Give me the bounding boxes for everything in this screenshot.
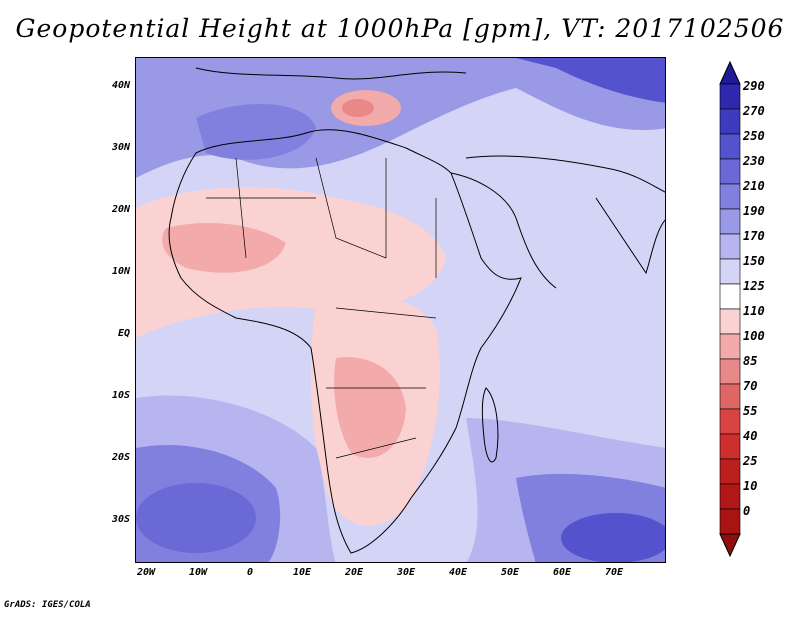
colorbar-label-110: 110 bbox=[743, 304, 765, 318]
field-sahel-low bbox=[162, 223, 286, 273]
colorbar-cell bbox=[719, 483, 741, 510]
india-coastline bbox=[595, 197, 665, 275]
colorbar-cell bbox=[719, 133, 741, 160]
colorbar-label-170: 170 bbox=[743, 229, 765, 243]
colorbar-label-150: 150 bbox=[743, 254, 765, 268]
europe-coastline bbox=[195, 67, 467, 80]
lon-label-50e: 50E bbox=[500, 567, 520, 578]
colorbar-label-190: 190 bbox=[743, 204, 765, 218]
colorbar-cell bbox=[719, 458, 741, 485]
lon-label-20w: 20W bbox=[136, 567, 156, 578]
colorbar-bottom-arrow bbox=[719, 533, 741, 558]
colorbar-label-85: 85 bbox=[743, 354, 758, 368]
colorbar-cell bbox=[719, 508, 741, 535]
colorbar-label-55: 55 bbox=[743, 404, 758, 418]
colorbar-label-40: 40 bbox=[743, 429, 758, 443]
colorbar-cell bbox=[719, 333, 741, 360]
colorbar-cell bbox=[719, 383, 741, 410]
colorbar-label-125: 125 bbox=[743, 279, 765, 293]
lat-label-30n: 30N bbox=[111, 142, 130, 153]
colorbar-cell bbox=[719, 433, 741, 460]
colorbar-cell bbox=[719, 283, 741, 310]
colorbar-top-arrow bbox=[719, 60, 741, 85]
field-mediterranean-low-core bbox=[342, 99, 374, 117]
lon-label-70e: 70E bbox=[604, 567, 624, 578]
colorbar-label-10: 10 bbox=[743, 479, 758, 493]
colorbar-cell bbox=[719, 83, 741, 110]
colorbar-label-0: 0 bbox=[743, 504, 751, 518]
asia-coastline bbox=[465, 155, 665, 193]
colorbar-cell bbox=[719, 208, 741, 235]
colorbar-cell bbox=[719, 183, 741, 210]
colorbar-cell bbox=[719, 108, 741, 135]
lat-label-20s: 20S bbox=[111, 452, 130, 463]
field-indian-ocean-core bbox=[561, 513, 665, 562]
colorbar-label-210: 210 bbox=[743, 179, 765, 193]
colorbar-label-100: 100 bbox=[743, 329, 765, 343]
colorbar-label-230: 230 bbox=[743, 154, 765, 168]
red-sea-coast bbox=[450, 172, 557, 289]
border-line bbox=[335, 307, 437, 319]
lat-label-40n: 40N bbox=[111, 80, 130, 91]
lon-label-30e: 30E bbox=[396, 567, 416, 578]
lat-label-10s: 10S bbox=[111, 390, 130, 401]
field-south-atlantic-core bbox=[136, 483, 256, 553]
colorbar bbox=[719, 60, 741, 558]
madagascar-coastline bbox=[481, 387, 499, 463]
map-plot-area bbox=[135, 57, 666, 563]
colorbar-cell bbox=[719, 358, 741, 385]
lon-label-0: 0 bbox=[246, 567, 254, 578]
colorbar-cell bbox=[719, 258, 741, 285]
lon-label-40e: 40E bbox=[448, 567, 468, 578]
colorbar-cell bbox=[719, 308, 741, 335]
africa-coastline bbox=[168, 129, 522, 554]
colorbar-cell bbox=[719, 158, 741, 185]
map-title: Geopotential Height at 1000hPa [gpm], VT… bbox=[15, 14, 785, 43]
lat-label-30s: 30S bbox=[111, 514, 130, 525]
colorbar-label-270: 270 bbox=[743, 104, 765, 118]
country-borders bbox=[206, 157, 437, 459]
lat-label-eq: EQ bbox=[117, 328, 130, 339]
colorbar-label-250: 250 bbox=[743, 129, 765, 143]
grads-credit: GrADS: IGES/COLA bbox=[4, 600, 91, 610]
border-line bbox=[335, 437, 417, 459]
field-southern-africa-low bbox=[334, 357, 406, 458]
border-line bbox=[235, 157, 247, 259]
lat-label-10n: 10N bbox=[111, 266, 130, 277]
colorbar-cell bbox=[719, 233, 741, 260]
lat-label-20n: 20N bbox=[111, 204, 130, 215]
border-line bbox=[315, 157, 387, 259]
geopotential-map bbox=[136, 58, 665, 562]
colorbar-label-25: 25 bbox=[743, 454, 758, 468]
colorbar-cell bbox=[719, 408, 741, 435]
colorbar-label-290: 290 bbox=[743, 79, 765, 93]
lon-label-20e: 20E bbox=[344, 567, 364, 578]
lon-label-60e: 60E bbox=[552, 567, 572, 578]
coastlines bbox=[168, 67, 665, 554]
field-northeast-high bbox=[516, 58, 665, 103]
lon-label-10w: 10W bbox=[188, 567, 208, 578]
colorbar-label-70: 70 bbox=[743, 379, 758, 393]
lon-label-10e: 10E bbox=[292, 567, 312, 578]
field-north-africa-high bbox=[196, 104, 316, 160]
